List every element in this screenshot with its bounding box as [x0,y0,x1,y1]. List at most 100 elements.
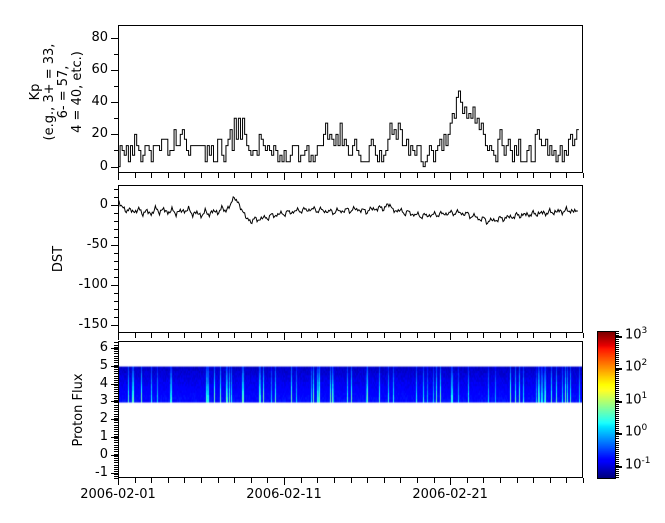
kp-axis-label-line: 6- = 57, [56,65,71,119]
tick-mark [267,333,268,338]
tick-mark [400,478,401,483]
tick-mark [135,478,136,483]
tick-mark [111,348,118,349]
tick-mark [615,370,619,371]
tick-mark [615,392,619,393]
tick-mark [135,173,136,178]
tick-mark [114,197,118,198]
tick-mark [615,467,619,468]
tick-mark [483,173,484,178]
tick-mark [114,429,118,430]
tick-mark [351,478,352,483]
tick-mark [114,376,118,377]
tick-mark [114,474,118,475]
tick-mark [111,167,118,168]
tick-mark [111,473,118,474]
tick-mark [615,343,619,344]
tick-mark [168,333,169,338]
dst-series-plot [119,196,579,225]
tick-mark [114,460,118,461]
tick-mark [114,418,118,419]
tick-mark [367,333,368,338]
tick-mark [615,394,619,395]
tick-mark [615,359,619,360]
kp-step-line [119,90,579,168]
tick-mark [615,361,619,362]
kp-axis-label-line: (e.g., 3+ = 33, [42,43,57,141]
tick-mark [114,369,118,370]
tick-mark [615,443,619,444]
tick-mark [615,372,619,373]
x-tick-label: 2006-02-11 [246,487,322,502]
tick-mark [615,453,619,454]
tick-mark [114,422,118,423]
tick-mark [114,458,118,459]
tick-mark [218,173,219,178]
kp-axis-label-line: Kp [28,83,43,101]
y-tick-label: -1 [95,464,108,480]
tick-mark [114,118,118,119]
tick-mark [114,440,118,441]
tick-mark [114,360,118,361]
tick-mark [111,205,118,206]
tick-mark [583,173,584,178]
proton-panel-frame [118,341,583,478]
colorbar-tick-mantissa: 10 [625,392,642,408]
tick-mark [384,478,385,483]
tick-mark [184,478,185,483]
kp-axis-label: Kp (e.g., 3+ = 33, 6- = 57, 4 = 40, etc.) [28,17,85,167]
tick-mark [615,412,619,413]
tick-mark [114,253,118,254]
tick-mark [450,173,451,180]
tick-mark [111,285,118,286]
tick-mark [114,454,118,455]
tick-mark [317,333,318,338]
tick-mark [615,475,619,476]
tick-mark [417,478,418,483]
tick-mark [114,462,118,463]
tick-mark [114,478,118,479]
tick-mark [500,173,501,178]
tick-mark [114,362,118,363]
tick-mark [615,353,619,354]
tick-mark [218,478,219,483]
tick-mark [615,339,619,340]
tick-mark [615,349,619,350]
tick-mark [114,353,118,354]
tick-mark [111,245,118,246]
y-tick-label: -150 [78,317,108,332]
tick-mark [615,386,619,387]
tick-mark [168,478,169,483]
tick-mark [114,309,118,310]
colorbar-tick-mantissa: 10 [625,457,642,473]
colorbar-tick-mantissa: 10 [625,359,642,375]
tick-mark [615,473,619,474]
tick-mark [434,478,435,483]
tick-mark [118,333,119,340]
tick-mark [114,398,118,399]
tick-mark [118,478,119,485]
tick-mark [615,414,619,415]
y-tick-label: 40 [91,94,108,110]
tick-mark [234,173,235,178]
tick-mark [284,333,285,340]
tick-mark [114,425,118,426]
tick-mark [467,478,468,483]
tick-mark [400,333,401,338]
tick-mark [615,428,619,429]
tick-mark [483,333,484,338]
tick-mark [111,325,118,326]
tick-mark [615,347,619,348]
tick-mark [615,447,619,448]
tick-mark [184,333,185,338]
tick-mark [615,341,619,342]
tick-mark [201,333,202,338]
colorbar-tick-exponent: 1 [641,391,648,401]
tick-mark [615,408,619,409]
kp-axis-label-line: 4 = 40, etc.) [70,51,85,133]
tick-mark [114,451,118,452]
tick-mark [114,221,118,222]
colorbar-tick-mantissa: 10 [625,424,642,440]
tick-mark [114,407,118,408]
tick-mark [615,374,619,375]
